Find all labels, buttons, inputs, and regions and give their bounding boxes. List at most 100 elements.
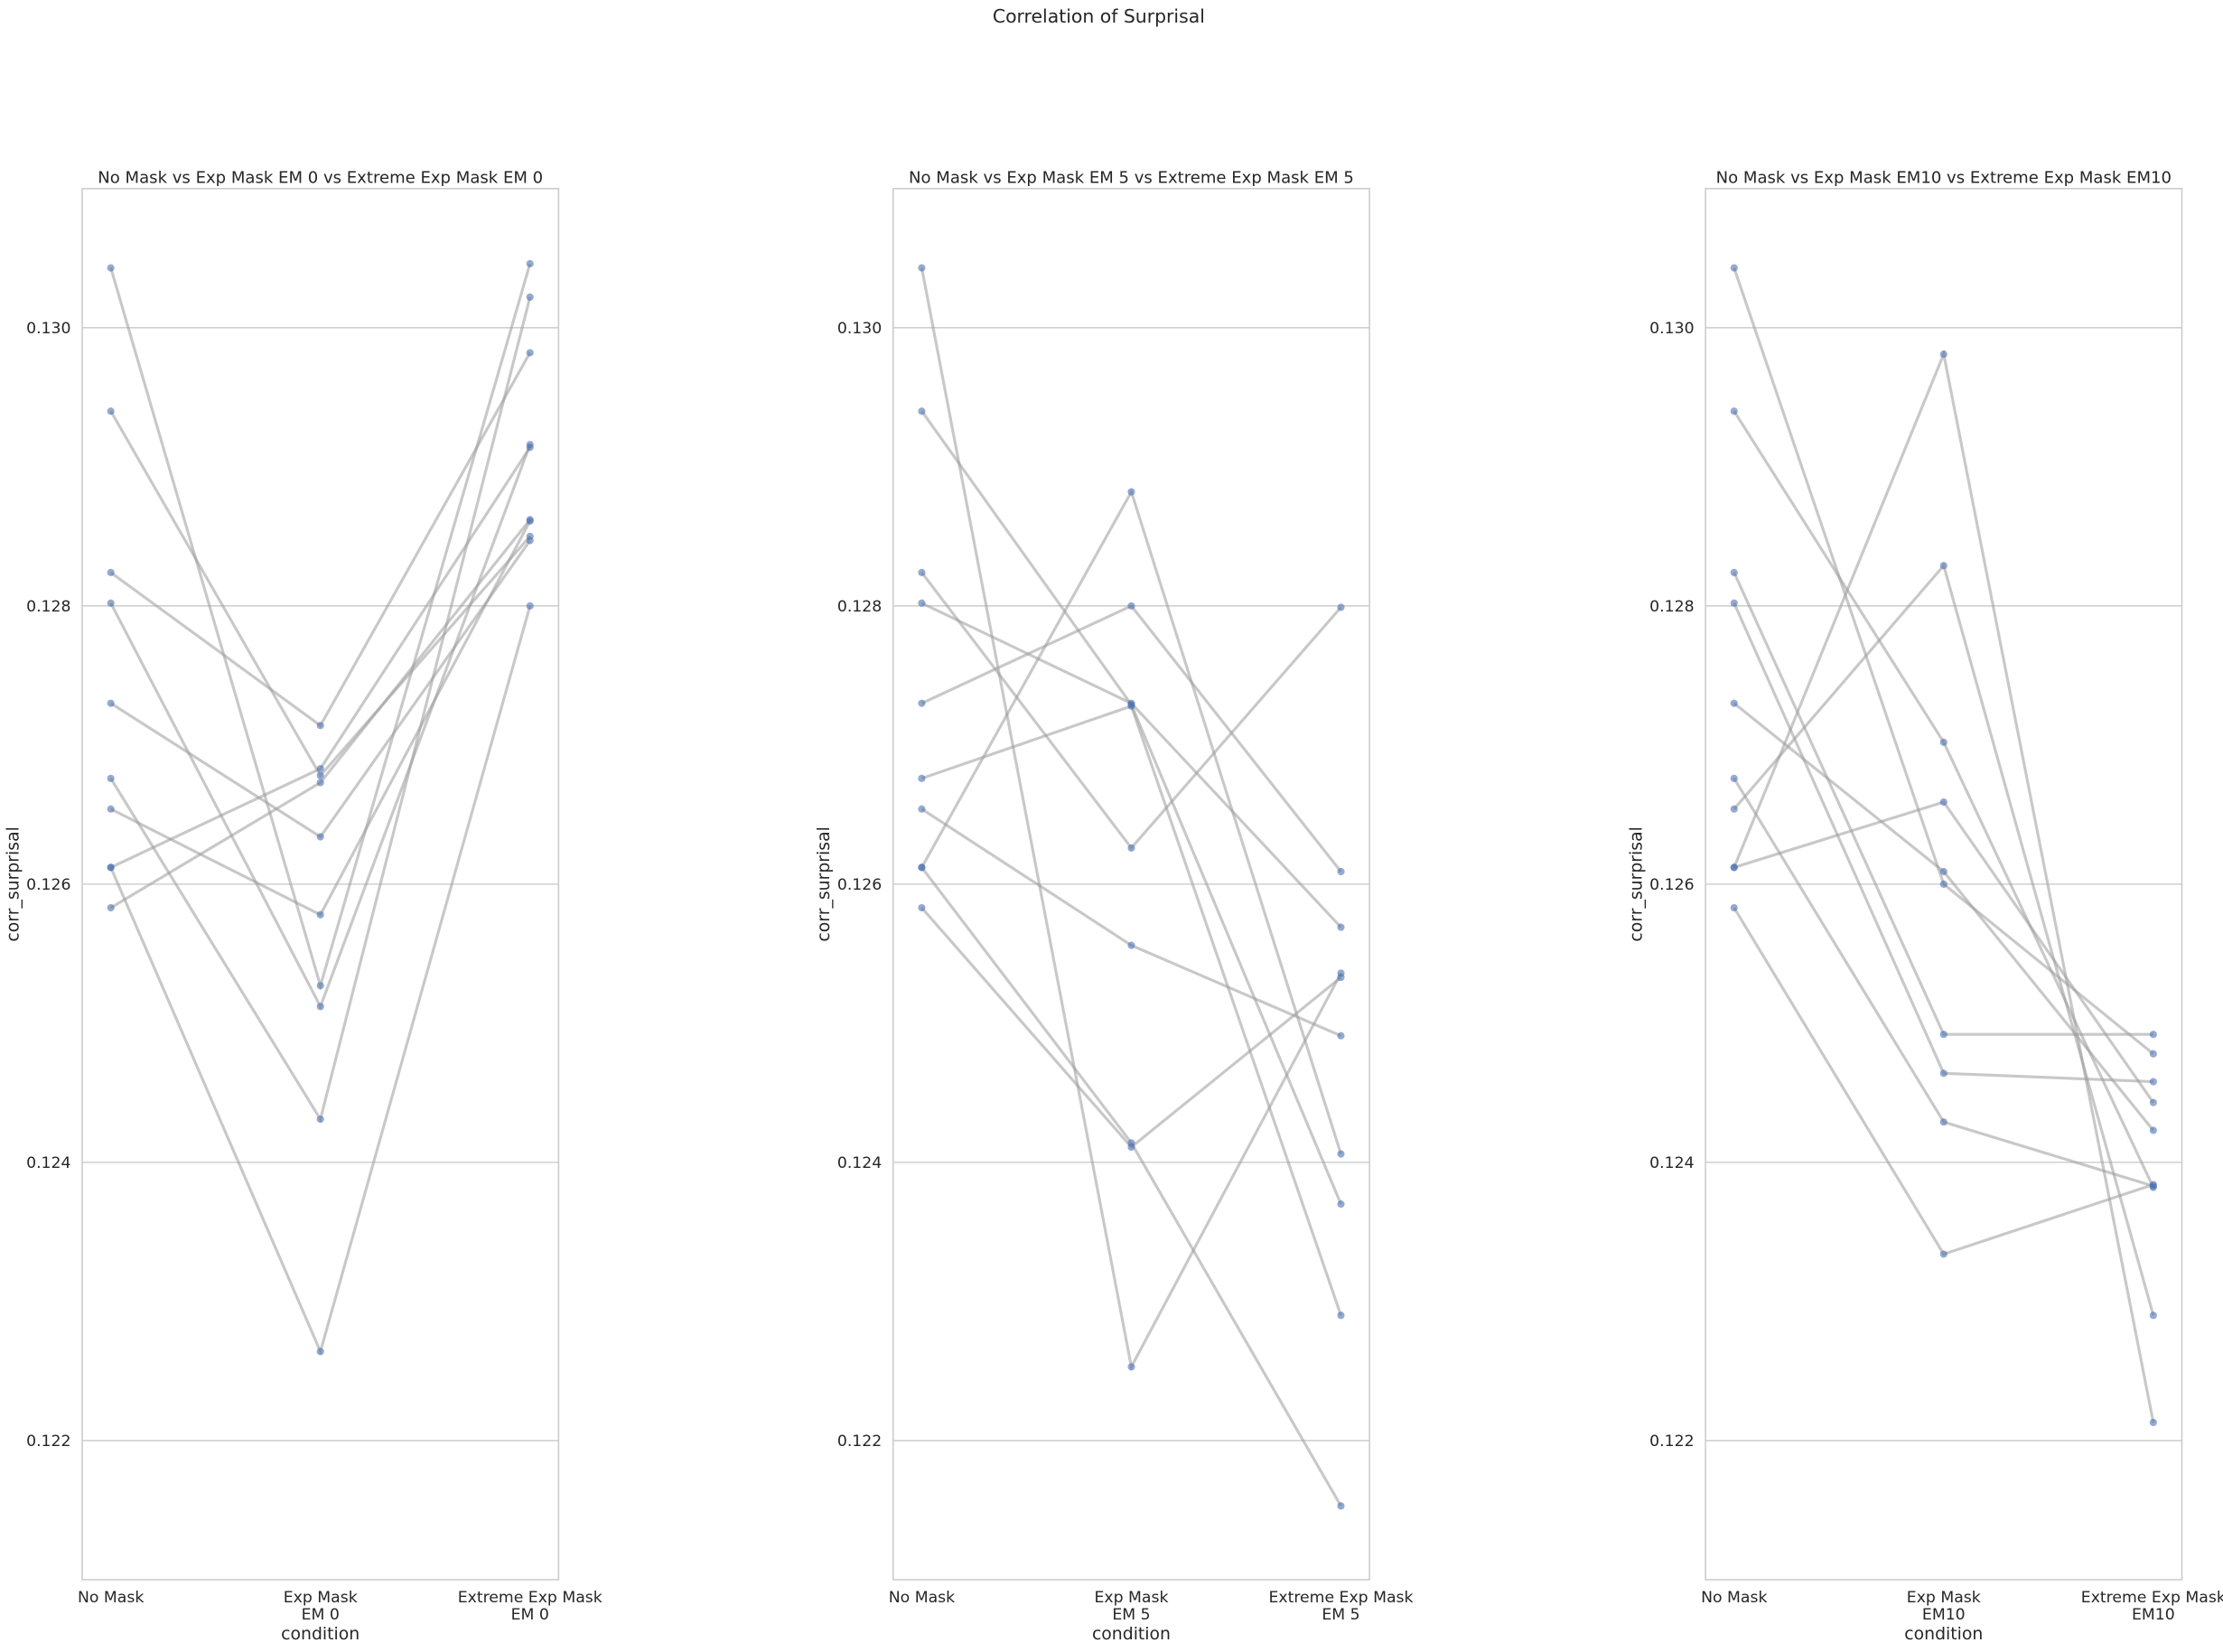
point bbox=[316, 1003, 324, 1011]
y-tick-label: 0.124 bbox=[26, 1154, 70, 1172]
point bbox=[2149, 1078, 2157, 1086]
x-tick-label-line: EM10 bbox=[2132, 1606, 2175, 1624]
point bbox=[316, 833, 324, 841]
x-tick-label-line: EM 0 bbox=[302, 1606, 340, 1624]
x-tick-label-line: No Mask bbox=[889, 1589, 955, 1607]
y-tick-label: 0.122 bbox=[837, 1433, 882, 1451]
y-tick-label: 0.126 bbox=[837, 876, 882, 894]
point bbox=[1730, 568, 1738, 576]
y-tick-label: 0.130 bbox=[26, 320, 70, 338]
point bbox=[107, 599, 115, 607]
point bbox=[316, 910, 324, 919]
point bbox=[1939, 350, 1947, 359]
series-line bbox=[1733, 800, 2155, 1104]
point bbox=[1730, 699, 1738, 707]
axes-frame bbox=[892, 188, 1370, 1581]
y-axis-label: corr_surprisal bbox=[815, 826, 834, 941]
point bbox=[107, 774, 115, 782]
x-tick-label: Exp Mask EM10 bbox=[1907, 1589, 1981, 1624]
point bbox=[107, 699, 115, 707]
x-tick-label-line: EM 5 bbox=[1322, 1606, 1359, 1624]
x-tick-label-line: No Mask bbox=[1701, 1589, 1767, 1607]
point bbox=[1337, 1031, 1345, 1040]
y-tick-label: 0.126 bbox=[26, 876, 70, 894]
point bbox=[918, 903, 926, 912]
point bbox=[1127, 602, 1135, 610]
point bbox=[2149, 1126, 2157, 1134]
y-tick-label: 0.124 bbox=[837, 1154, 882, 1172]
point bbox=[107, 568, 115, 576]
point bbox=[2149, 1181, 2157, 1189]
x-tick-label: Extreme Exp Mask EM10 bbox=[2081, 1589, 2223, 1624]
point bbox=[526, 516, 534, 524]
x-tick-label-line: Extreme Exp Mask bbox=[1268, 1589, 1413, 1607]
point bbox=[1730, 599, 1738, 607]
y-tick-label: 0.130 bbox=[1649, 320, 1694, 338]
y-tick-label: 0.130 bbox=[837, 320, 882, 338]
subplot-title: No Mask vs Exp Mask EM 5 vs Extreme Exp … bbox=[909, 169, 1354, 188]
x-tick-label-line: Exp Mask bbox=[1094, 1589, 1168, 1607]
point bbox=[526, 602, 534, 610]
point bbox=[316, 764, 324, 773]
point bbox=[526, 443, 534, 452]
x-tick-label-line: EM 5 bbox=[1112, 1606, 1150, 1624]
x-tick-label: Exp Mask EM 0 bbox=[284, 1589, 358, 1624]
point bbox=[107, 264, 115, 272]
axes-frame bbox=[81, 188, 560, 1581]
point bbox=[2149, 1050, 2157, 1058]
point bbox=[1127, 1143, 1135, 1152]
point bbox=[2149, 1311, 2157, 1320]
series-line bbox=[920, 704, 1342, 1316]
point bbox=[316, 722, 324, 730]
series-line bbox=[1733, 907, 2154, 1256]
x-tick-label: Exp Mask EM 5 bbox=[1094, 1589, 1168, 1624]
point bbox=[107, 903, 115, 912]
point bbox=[1127, 1363, 1135, 1371]
point bbox=[1337, 1502, 1345, 1510]
point bbox=[316, 1348, 324, 1356]
point bbox=[316, 771, 324, 779]
subplot-title: No Mask vs Exp Mask EM10 vs Extreme Exp … bbox=[1716, 169, 2172, 188]
y-axis-label: corr_surprisal bbox=[1628, 826, 1647, 941]
point bbox=[918, 568, 926, 576]
subplot-title: No Mask vs Exp Mask EM 0 vs Extreme Exp … bbox=[98, 169, 543, 188]
series-line bbox=[109, 605, 532, 1357]
point bbox=[107, 407, 115, 415]
point bbox=[1730, 774, 1738, 782]
series-line bbox=[920, 602, 1342, 929]
point bbox=[107, 805, 115, 813]
point bbox=[1939, 1250, 1947, 1258]
y-tick-label: 0.128 bbox=[26, 598, 70, 616]
x-axis-label: condition bbox=[1092, 1625, 1171, 1644]
x-tick-label-line: Exp Mask bbox=[284, 1589, 358, 1607]
point bbox=[316, 779, 324, 787]
point bbox=[1127, 702, 1135, 710]
point bbox=[1730, 863, 1738, 872]
series-line bbox=[109, 296, 532, 1124]
series-line bbox=[1733, 562, 2155, 1316]
x-tick-label: No Mask bbox=[889, 1589, 955, 1607]
point bbox=[1337, 973, 1345, 982]
point bbox=[918, 599, 926, 607]
y-tick-label: 0.128 bbox=[837, 598, 882, 616]
point bbox=[1337, 867, 1345, 876]
point bbox=[1939, 1069, 1947, 1078]
point bbox=[918, 774, 926, 782]
axes-frame bbox=[1705, 188, 2183, 1581]
point bbox=[1127, 488, 1135, 496]
point bbox=[1939, 738, 1947, 746]
x-tick-label: Extreme Exp Mask EM 0 bbox=[458, 1589, 602, 1624]
series-line bbox=[109, 518, 531, 910]
series-line bbox=[920, 267, 1342, 1371]
point bbox=[918, 407, 926, 415]
point bbox=[1127, 941, 1135, 949]
y-tick-label: 0.122 bbox=[26, 1433, 70, 1451]
figure-title: Correlation of Surprisal bbox=[993, 5, 1205, 27]
x-axis-label: condition bbox=[1904, 1625, 1983, 1644]
series-line bbox=[1733, 349, 2155, 1423]
point bbox=[526, 293, 534, 302]
point bbox=[1939, 867, 1947, 876]
point bbox=[1127, 844, 1135, 852]
